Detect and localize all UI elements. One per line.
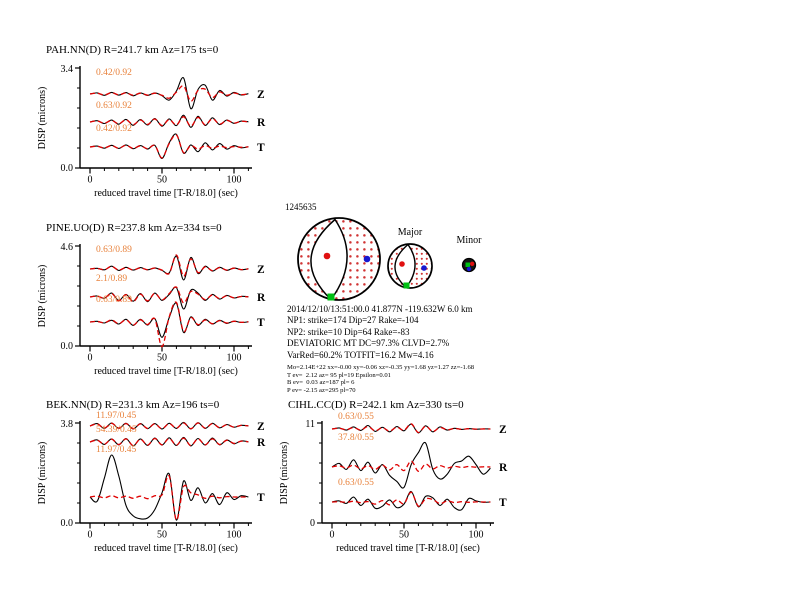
tension-axis-marker bbox=[363, 255, 371, 263]
component-label: T bbox=[257, 317, 265, 329]
text-line: T ev= 2.12 az= 95 pl=19 Epsilon=0.01 bbox=[287, 371, 391, 379]
beachball-full bbox=[297, 217, 381, 301]
svg-text:100: 100 bbox=[227, 353, 242, 364]
pressure-axis-marker bbox=[323, 252, 331, 260]
beachball-outline bbox=[387, 243, 433, 289]
component-label: Z bbox=[499, 424, 507, 436]
amplitude-ratio-label: 0.42/0.92 bbox=[96, 124, 132, 134]
amplitude-ratio-label: 0.63/0.89 bbox=[96, 295, 132, 305]
pressure-axis-marker bbox=[399, 261, 405, 267]
svg-text:0: 0 bbox=[310, 518, 315, 529]
svg-text:100: 100 bbox=[227, 530, 242, 541]
svg-text:DISP (microns): DISP (microns) bbox=[279, 442, 290, 505]
tension-axis-marker bbox=[421, 265, 427, 271]
station-title: CIHL.CC(D) R=242.1 km Az=330 ts=0 bbox=[288, 399, 464, 411]
svg-text:0.0: 0.0 bbox=[61, 341, 74, 352]
text-line: P ev= -2.15 az=295 pl=70 bbox=[287, 386, 356, 394]
focal-mechanism-block: 1245635 Major bbox=[285, 202, 570, 317]
text-line: 2014/12/10/13:51:00.0 41.877N -119.632W … bbox=[287, 304, 473, 314]
tension-axis-marker bbox=[466, 266, 472, 272]
amplitude-ratio-label: 2.1/0.89 bbox=[96, 274, 127, 284]
solution-summary: 2014/12/10/13:51:00.0 41.877N -119.632W … bbox=[287, 304, 473, 361]
svg-text:100: 100 bbox=[227, 175, 242, 186]
amplitude-ratio-label: 0.63/0.55 bbox=[338, 478, 374, 488]
station-marker bbox=[327, 293, 335, 301]
svg-text:3.4: 3.4 bbox=[61, 64, 74, 75]
text-line: B ev= 0.03 az=187 pl= 6 bbox=[287, 379, 355, 387]
component-label: R bbox=[257, 117, 266, 129]
text-line: NP1: strike=174 Dip=27 Rake=-104 bbox=[287, 315, 419, 326]
svg-text:reduced travel time [T-R/18.0]: reduced travel time [T-R/18.0] (sec) bbox=[94, 366, 238, 377]
waveform-plot: 11 0 0 50 100 reduced travel time [T-R/18.0] … bbox=[279, 412, 508, 554]
svg-text:0.0: 0.0 bbox=[61, 163, 74, 174]
station-panel-bek: BEK.NN(D) R=231.3 km Az=196 ts=0 3.8 0.0 0… bbox=[30, 399, 282, 561]
text-line: NP2: strike=10 Dip=64 Rake=-83 bbox=[287, 326, 410, 337]
moment-tensor-details: Mo=2.14E+22 xx=-0.00 xy=-0.06 xz=-0.35 y… bbox=[287, 364, 474, 394]
svg-text:11: 11 bbox=[305, 419, 315, 430]
amplitude-ratio-label: 37.8/0.55 bbox=[338, 433, 374, 443]
amplitude-ratio-label: 0.42/0.92 bbox=[96, 68, 132, 78]
component-label: T bbox=[257, 492, 265, 504]
station-panel-cihl: CIHL.CC(D) R=242.1 km Az=330 ts=0 11 0 0 50… bbox=[272, 399, 524, 561]
svg-text:0.0: 0.0 bbox=[61, 518, 74, 529]
svg-text:DISP (microns): DISP (microns) bbox=[37, 442, 48, 505]
minor-label: Minor bbox=[457, 235, 483, 246]
svg-text:50: 50 bbox=[157, 530, 167, 541]
beachball-major bbox=[387, 243, 433, 289]
svg-text:DISP (microns): DISP (microns) bbox=[37, 265, 48, 328]
amplitude-ratio-label: 0.63/0.89 bbox=[96, 245, 132, 255]
amplitude-ratio-label: 11.97/0.45 bbox=[96, 411, 137, 421]
station-marker bbox=[403, 282, 410, 289]
station-panel-pine: PINE.UO(D) R=237.8 km Az=334 ts=0 4.6 0.0… bbox=[30, 222, 282, 384]
component-label: Z bbox=[257, 89, 265, 101]
text-line: Mo=2.14E+22 xx=-0.00 xy=-0.06 xz=-0.35 y… bbox=[287, 364, 475, 371]
svg-text:4.6: 4.6 bbox=[61, 242, 74, 253]
component-label: R bbox=[499, 462, 508, 474]
svg-text:reduced travel time [T-R/18.0]: reduced travel time [T-R/18.0] (sec) bbox=[336, 543, 480, 554]
svg-text:reduced travel time [T-R/18.0]: reduced travel time [T-R/18.0] (sec) bbox=[94, 543, 238, 554]
waveform-plot: 4.6 0.0 0 50 100 reduced travel time [T-R/18.… bbox=[37, 242, 266, 377]
svg-text:DISP (microns): DISP (microns) bbox=[37, 87, 48, 150]
component-label: R bbox=[257, 437, 266, 449]
svg-text:0: 0 bbox=[88, 175, 93, 186]
svg-text:50: 50 bbox=[157, 175, 167, 186]
component-label: R bbox=[257, 292, 266, 304]
svg-text:50: 50 bbox=[157, 353, 167, 364]
beachball-minor bbox=[461, 257, 477, 273]
svg-text:50: 50 bbox=[399, 530, 409, 541]
station-panel-pah: PAH.NN(D) R=241.7 km Az=175 ts=0 3.4 0.0 0… bbox=[30, 44, 282, 206]
amplitude-ratio-label: 0.63/0.55 bbox=[338, 412, 374, 422]
station-title: PAH.NN(D) R=241.7 km Az=175 ts=0 bbox=[46, 44, 219, 56]
svg-text:0: 0 bbox=[88, 530, 93, 541]
text-line: DEVIATORIC MT DC=97.3% CLVD=2.7% bbox=[287, 338, 450, 349]
waveform-plot: 3.4 0.0 0 50 100 reduced travel time [T-R/18.… bbox=[37, 64, 266, 199]
focal-mechanism-plot: Major Minor bbox=[297, 217, 483, 301]
svg-text:0: 0 bbox=[330, 530, 335, 541]
beachball-outline bbox=[297, 217, 381, 301]
pressure-axis-marker bbox=[470, 261, 475, 266]
svg-text:100: 100 bbox=[469, 530, 484, 541]
svg-text:reduced travel time [T-R/18.0]: reduced travel time [T-R/18.0] (sec) bbox=[94, 188, 238, 199]
component-label: Z bbox=[257, 264, 265, 276]
component-label: Z bbox=[257, 421, 265, 433]
svg-text:3.8: 3.8 bbox=[61, 419, 74, 430]
amplitude-ratio-label: 0.63/0.92 bbox=[96, 101, 132, 111]
waveform-plot: 3.8 0.0 0 50 100 reduced travel time [T-R/18.… bbox=[37, 411, 266, 554]
svg-text:0: 0 bbox=[88, 353, 93, 364]
component-label: T bbox=[499, 497, 507, 509]
component-label: T bbox=[257, 142, 265, 154]
text-line: VarRed=60.2% TOTFIT=16.2 Mw=4.16 bbox=[287, 349, 434, 360]
station-marker bbox=[465, 262, 470, 267]
station-title: PINE.UO(D) R=237.8 km Az=334 ts=0 bbox=[46, 222, 222, 234]
major-label: Major bbox=[398, 227, 423, 238]
amplitude-ratio-label: 54.39/0.45 bbox=[96, 425, 137, 435]
event-id: 1245635 bbox=[285, 202, 317, 212]
amplitude-ratio-label: 11.97/0.45 bbox=[96, 445, 137, 455]
station-title: BEK.NN(D) R=231.3 km Az=196 ts=0 bbox=[46, 399, 220, 411]
